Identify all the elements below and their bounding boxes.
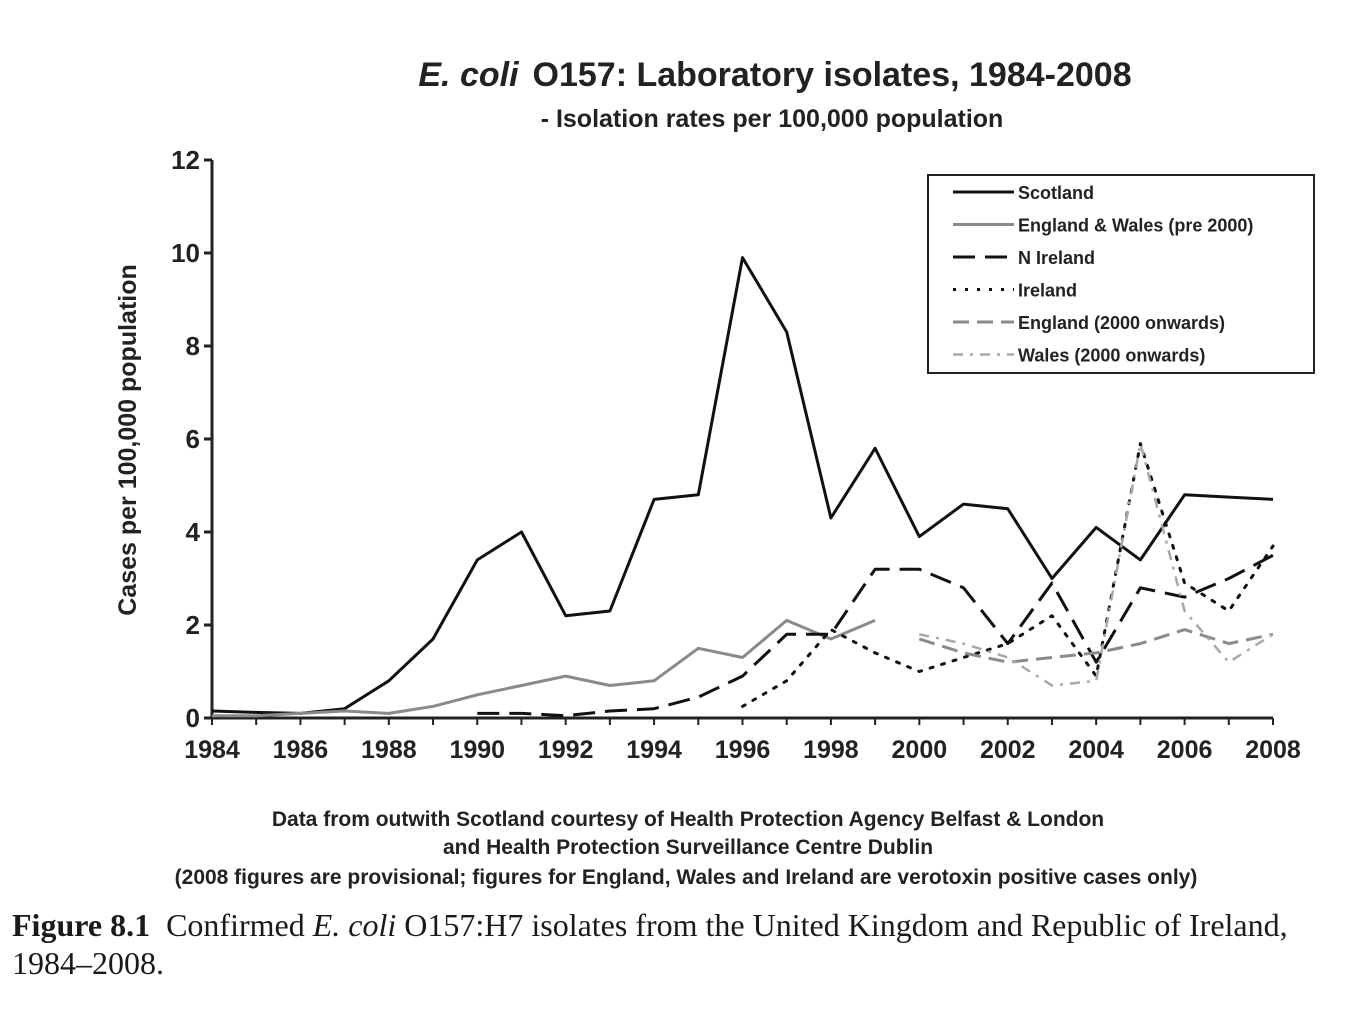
y-axis-label: Cases per 100,000 population xyxy=(114,264,142,616)
y-tick-label: 10 xyxy=(171,238,200,268)
y-tick-label: 0 xyxy=(186,703,200,733)
x-tick-label: 1998 xyxy=(803,736,859,764)
chart-title: E. coli O157: Laboratory isolates, 1984-2… xyxy=(418,56,1131,94)
x-tick-label: 2006 xyxy=(1157,736,1213,764)
note-line-2: and Health Protection Surveillance Centr… xyxy=(443,836,933,859)
series-line-wales-2000-onwards xyxy=(919,442,1274,687)
x-tick-label: 1988 xyxy=(361,736,417,764)
x-tick-label: 1986 xyxy=(273,736,329,764)
series-line-ireland xyxy=(741,442,1275,708)
y-tick-label: 6 xyxy=(186,424,200,454)
x-tick-label: 1994 xyxy=(626,736,682,764)
legend-label: Ireland xyxy=(1018,281,1077,301)
x-tick-label: 2008 xyxy=(1245,736,1301,764)
y-tick-label: 4 xyxy=(186,517,201,547)
x-tick-label: 1990 xyxy=(449,736,505,764)
x-tick-label: 1996 xyxy=(715,736,771,764)
legend-label: Wales (2000 onwards) xyxy=(1018,346,1205,366)
chart: E. coli O157: Laboratory isolates, 1984-2… xyxy=(114,56,1315,889)
y-ticks: 0 2 4 6 8 10 12 xyxy=(171,145,212,733)
series-line-england-2000-onwards xyxy=(918,628,1274,664)
chart-title-rest: O157: Laboratory isolates, 1984-2008 xyxy=(533,56,1132,94)
legend: Scotland England & Wales (pre 2000) N Irel… xyxy=(927,174,1315,374)
x-tick-label: 1992 xyxy=(538,736,594,764)
note-line-1: Data from outwith Scotland courtesy of H… xyxy=(272,808,1104,831)
legend-label: England & Wales (pre 2000) xyxy=(1018,216,1253,236)
figure-caption: Figure 8.1 Confirmed E. coli O157:H7 iso… xyxy=(12,906,1342,982)
chart-title-italic: E. coli xyxy=(418,56,520,94)
legend-box xyxy=(927,174,1315,374)
caption-text-after: O157:H7 isolates from the United Kingdom… xyxy=(12,907,1288,981)
x-tick-label: 1984 xyxy=(184,736,240,764)
x-tick-label: 2004 xyxy=(1068,736,1124,764)
chart-subtitle: - Isolation rates per 100,000 population xyxy=(541,105,1004,133)
legend-label: Scotland xyxy=(1018,183,1094,203)
legend-label: N Ireland xyxy=(1018,248,1095,268)
figure-label: Figure 8.1 xyxy=(12,907,151,943)
x-tick-label: 2002 xyxy=(980,736,1036,764)
x-ticks: 1984 1986 1988 1990 1992 1994 1996 1998 2000 2002… xyxy=(184,718,1301,764)
caption-text-before: Confirmed xyxy=(166,907,305,943)
series-line-england-wales-pre-2000 xyxy=(212,618,876,718)
legend-label: England (2000 onwards) xyxy=(1018,313,1225,333)
caption-italic: E. coli xyxy=(312,907,397,943)
y-tick-label: 12 xyxy=(171,145,200,175)
y-tick-label: 2 xyxy=(186,610,200,640)
y-tick-label: 8 xyxy=(186,331,200,361)
x-tick-label: 2000 xyxy=(892,736,948,764)
note-line-3: (2008 figures are provisional; figures f… xyxy=(175,866,1198,889)
series-group xyxy=(211,256,1275,718)
series-line-n-ireland xyxy=(477,553,1274,718)
series-line-scotland xyxy=(211,256,1274,715)
